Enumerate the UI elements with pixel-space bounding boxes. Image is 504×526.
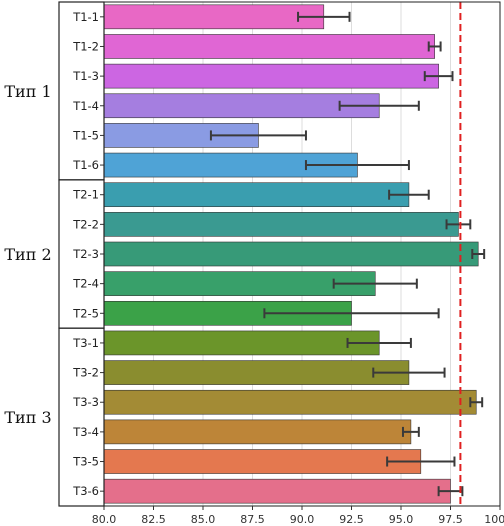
category-label: T3-6 bbox=[72, 484, 99, 498]
bar-T2-1 bbox=[103, 182, 410, 208]
bar-T1-1 bbox=[103, 4, 325, 30]
category-label: T1-3 bbox=[72, 69, 99, 83]
x-tick-label: 90.0 bbox=[290, 513, 315, 526]
bar-T3-3 bbox=[103, 389, 477, 415]
bar-T2-4 bbox=[103, 271, 376, 296]
category-label: T3-4 bbox=[72, 425, 99, 439]
bar-T3-4 bbox=[103, 419, 412, 445]
category-label: T2-3 bbox=[72, 247, 99, 261]
group-label-3: Тип 3 bbox=[4, 408, 51, 427]
x-tick-label: 97.5 bbox=[438, 513, 463, 526]
bar-T3-2 bbox=[103, 360, 410, 385]
bar-T1-2 bbox=[103, 34, 435, 59]
x-tick-label: 87.5 bbox=[240, 513, 265, 526]
bar-T2-3 bbox=[103, 241, 479, 267]
category-label: T3-5 bbox=[72, 455, 99, 469]
bar-T1-3 bbox=[103, 63, 439, 89]
category-label: T1-6 bbox=[72, 158, 99, 172]
bar-T3-5 bbox=[103, 449, 422, 474]
x-tick-label: 85.0 bbox=[191, 513, 216, 526]
bar-T1-4 bbox=[103, 93, 380, 119]
x-tick-label: 100.0 bbox=[484, 513, 504, 526]
x-tick-label: 82.5 bbox=[141, 513, 166, 526]
bar-T2-2 bbox=[103, 212, 459, 237]
category-label: T1-2 bbox=[72, 39, 99, 53]
x-tick-label: 95.0 bbox=[389, 513, 414, 526]
bar-T3-6 bbox=[103, 478, 451, 504]
category-label: T2-1 bbox=[72, 188, 99, 202]
group-label-2: Тип 2 bbox=[4, 245, 51, 264]
category-label: T3-2 bbox=[72, 366, 99, 380]
category-label: T3-1 bbox=[72, 336, 99, 350]
bar-T3-1 bbox=[103, 330, 380, 356]
category-label: T3-3 bbox=[72, 395, 99, 409]
category-label: T2-5 bbox=[72, 306, 99, 320]
group-box-1 bbox=[58, 1, 105, 181]
x-tick-label: 80.0 bbox=[92, 513, 117, 526]
category-label: T1-5 bbox=[72, 128, 99, 142]
category-label: T1-1 bbox=[72, 10, 99, 24]
category-label: T2-4 bbox=[72, 277, 99, 291]
category-label: T2-2 bbox=[72, 217, 99, 231]
x-tick-label: 92.5 bbox=[339, 513, 364, 526]
group-box-3 bbox=[58, 327, 105, 507]
category-label: T1-4 bbox=[72, 99, 99, 113]
group-label-1: Тип 1 bbox=[4, 82, 51, 101]
